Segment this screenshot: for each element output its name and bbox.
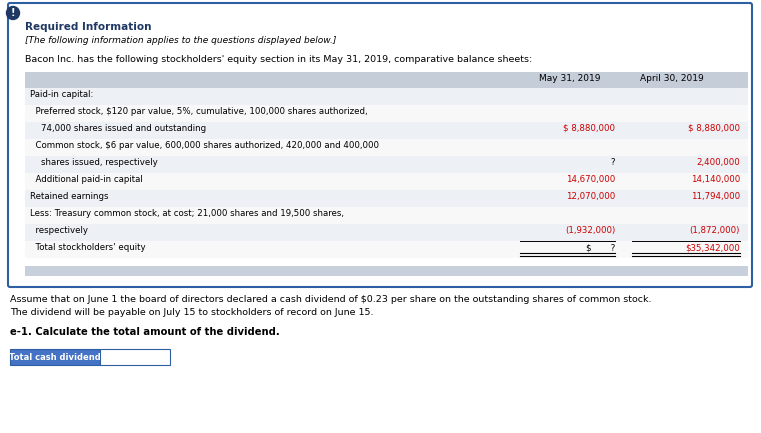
- Text: Required Information: Required Information: [25, 22, 151, 32]
- Text: 14,670,000: 14,670,000: [565, 175, 615, 184]
- Text: April 30, 2019: April 30, 2019: [640, 74, 704, 83]
- Bar: [25, 88, 748, 105]
- Text: Paid-in capital:: Paid-in capital:: [30, 90, 94, 99]
- Text: respectively: respectively: [30, 226, 88, 235]
- Text: The dividend will be payable on July 15 to stockholders of record on June 15.: The dividend will be payable on July 15 …: [10, 308, 374, 317]
- Text: May 31, 2019: May 31, 2019: [540, 74, 600, 83]
- Bar: [10, 349, 100, 365]
- Bar: [25, 266, 748, 276]
- Text: Bacon Inc. has the following stockholders' equity section in its May 31, 2019, c: Bacon Inc. has the following stockholder…: [25, 55, 532, 64]
- Bar: [25, 105, 748, 122]
- Text: ?: ?: [610, 158, 615, 167]
- Circle shape: [7, 6, 20, 19]
- Text: Total stockholders' equity: Total stockholders' equity: [30, 243, 145, 252]
- Text: $ 8,880,000: $ 8,880,000: [688, 124, 740, 133]
- Bar: [25, 122, 748, 139]
- Bar: [25, 139, 748, 156]
- Bar: [25, 224, 748, 241]
- Text: 2,400,000: 2,400,000: [696, 158, 740, 167]
- Text: 11,794,000: 11,794,000: [691, 192, 740, 201]
- Text: Common stock, $6 par value, 600,000 shares authorized, 420,000 and 400,000: Common stock, $6 par value, 600,000 shar…: [30, 141, 379, 150]
- Text: $35,342,000: $35,342,000: [685, 243, 740, 252]
- Text: (1,932,000): (1,932,000): [565, 226, 615, 235]
- Text: Additional paid-in capital: Additional paid-in capital: [30, 175, 143, 184]
- Text: 14,140,000: 14,140,000: [691, 175, 740, 184]
- Bar: [25, 72, 748, 88]
- Text: 12,070,000: 12,070,000: [565, 192, 615, 201]
- Bar: [25, 207, 748, 224]
- Text: $       ?: $ ?: [586, 243, 615, 252]
- Text: Assume that on June 1 the board of directors declared a cash dividend of $0.23 p: Assume that on June 1 the board of direc…: [10, 295, 651, 304]
- Text: Less: Treasury common stock, at cost; 21,000 shares and 19,500 shares,: Less: Treasury common stock, at cost; 21…: [30, 209, 344, 218]
- Bar: [100, 349, 170, 365]
- Text: Preferred stock, $120 par value, 5%, cumulative, 100,000 shares authorized,: Preferred stock, $120 par value, 5%, cum…: [30, 107, 368, 116]
- Text: Total cash dividend: Total cash dividend: [9, 352, 101, 362]
- Text: e-1. Calculate the total amount of the dividend.: e-1. Calculate the total amount of the d…: [10, 327, 280, 337]
- Text: shares issued, respectively: shares issued, respectively: [30, 158, 158, 167]
- Bar: [25, 241, 748, 258]
- Bar: [25, 190, 748, 207]
- Text: [The following information applies to the questions displayed below.]: [The following information applies to th…: [25, 36, 336, 45]
- Bar: [25, 156, 748, 173]
- Text: 74,000 shares issued and outstanding: 74,000 shares issued and outstanding: [30, 124, 206, 133]
- Bar: [25, 173, 748, 190]
- Text: (1,872,000): (1,872,000): [689, 226, 740, 235]
- Text: Retained earnings: Retained earnings: [30, 192, 109, 201]
- Text: $ 8,880,000: $ 8,880,000: [563, 124, 615, 133]
- Text: !: !: [11, 8, 15, 18]
- FancyBboxPatch shape: [8, 3, 752, 287]
